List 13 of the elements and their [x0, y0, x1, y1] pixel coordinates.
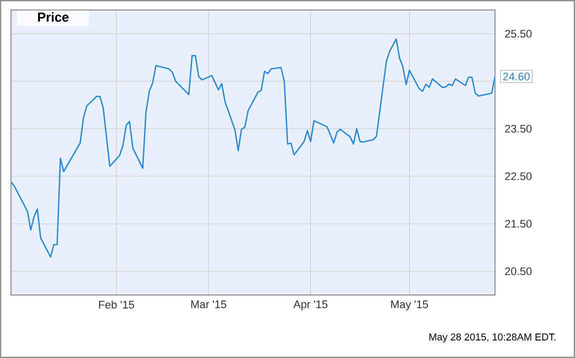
chart-title: Price	[38, 12, 69, 22]
x-tick-label: Mar '15	[191, 300, 226, 308]
y-tick-label: 20.50	[505, 267, 532, 276]
text: May 28 2015, 10:28AM EDT.	[429, 333, 556, 343]
annotation: 24.60	[503, 72, 530, 80]
x-tick-label: May '15	[391, 300, 428, 310]
x-tick-label: Apr '15	[293, 300, 328, 310]
y-tick-label: 23.50	[505, 124, 532, 133]
line-series	[10, 38, 496, 258]
y-tick-label: 25.50	[505, 30, 532, 38]
x-tick-label: Feb '15	[99, 300, 134, 309]
y-tick-label: 21.50	[505, 220, 532, 228]
y-tick-label: 22.50	[505, 172, 532, 180]
